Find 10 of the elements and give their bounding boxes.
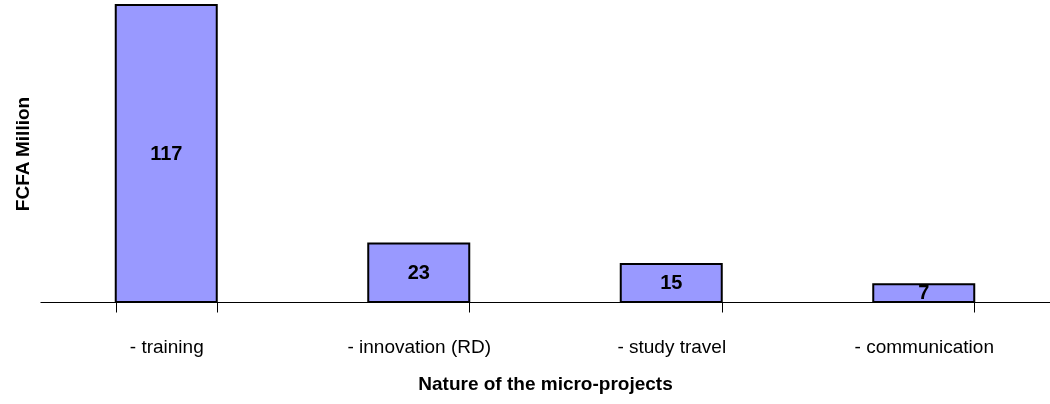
data-label: 117 [150, 141, 183, 164]
x-tick-label: - study travel [617, 335, 727, 357]
x-tick-label: - training [129, 335, 204, 357]
data-label: 7 [918, 281, 930, 304]
y-axis-title: FCFA Million [11, 96, 33, 212]
data-label: 23 [407, 260, 430, 283]
x-tick-label: - communication [854, 335, 994, 357]
data-label: 15 [660, 270, 683, 293]
x-axis-title: Nature of the micro-projects [418, 372, 673, 394]
x-tick-label: - innovation (RD) [347, 335, 492, 357]
